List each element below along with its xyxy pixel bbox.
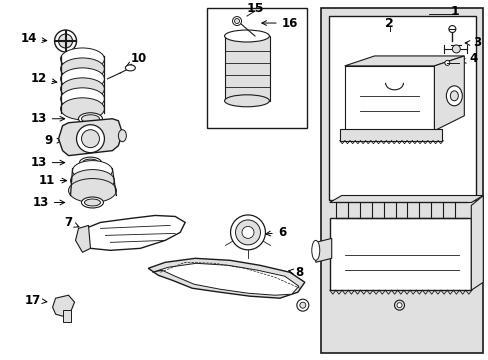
Ellipse shape	[81, 197, 103, 208]
Bar	[320, 8, 482, 353]
Ellipse shape	[394, 300, 404, 310]
Ellipse shape	[242, 226, 253, 238]
Ellipse shape	[296, 299, 308, 311]
Ellipse shape	[61, 48, 104, 70]
Ellipse shape	[125, 65, 135, 71]
Text: 16: 16	[261, 17, 298, 30]
Polygon shape	[329, 195, 482, 202]
Polygon shape	[148, 258, 304, 298]
Polygon shape	[62, 310, 70, 322]
Ellipse shape	[311, 240, 319, 260]
Text: 11: 11	[39, 174, 66, 187]
Ellipse shape	[224, 95, 269, 107]
Ellipse shape	[61, 68, 104, 90]
Ellipse shape	[444, 60, 449, 66]
Text: 10: 10	[130, 53, 146, 66]
Bar	[328, 16, 475, 201]
Text: 9: 9	[44, 134, 61, 147]
Polygon shape	[53, 295, 74, 316]
Text: 13: 13	[30, 156, 64, 169]
Ellipse shape	[68, 179, 116, 202]
Text: 6: 6	[265, 226, 285, 239]
Ellipse shape	[61, 78, 104, 100]
Text: 15: 15	[246, 1, 263, 15]
Polygon shape	[152, 263, 298, 295]
Ellipse shape	[449, 91, 457, 101]
Ellipse shape	[81, 115, 99, 123]
Text: 2: 2	[385, 17, 393, 30]
Text: 13: 13	[32, 196, 64, 209]
Polygon shape	[339, 129, 442, 141]
Ellipse shape	[61, 58, 104, 80]
Polygon shape	[433, 56, 464, 131]
Ellipse shape	[80, 157, 101, 168]
Ellipse shape	[448, 26, 455, 32]
Text: 1: 1	[450, 5, 459, 18]
Ellipse shape	[55, 30, 76, 52]
Text: 4: 4	[460, 53, 476, 66]
Polygon shape	[59, 119, 122, 156]
Ellipse shape	[70, 170, 114, 192]
Ellipse shape	[82, 159, 98, 166]
Ellipse shape	[224, 30, 269, 42]
Text: 17: 17	[24, 294, 47, 307]
Text: 3: 3	[464, 36, 480, 49]
Polygon shape	[315, 238, 331, 262]
Ellipse shape	[299, 302, 305, 308]
Ellipse shape	[76, 125, 104, 153]
Ellipse shape	[232, 17, 241, 26]
Polygon shape	[224, 36, 269, 101]
Polygon shape	[470, 195, 482, 290]
Polygon shape	[344, 56, 464, 66]
Text: 13: 13	[30, 112, 64, 125]
Ellipse shape	[230, 215, 265, 250]
Text: 12: 12	[30, 72, 57, 85]
Ellipse shape	[234, 19, 239, 23]
Ellipse shape	[61, 98, 104, 120]
Ellipse shape	[72, 161, 112, 181]
Polygon shape	[79, 215, 185, 250]
Ellipse shape	[79, 113, 102, 125]
Ellipse shape	[81, 130, 99, 148]
Text: 7: 7	[64, 216, 79, 229]
Polygon shape	[344, 66, 433, 131]
Polygon shape	[75, 225, 90, 252]
Ellipse shape	[59, 34, 72, 48]
Ellipse shape	[451, 45, 459, 53]
Ellipse shape	[396, 303, 401, 308]
Ellipse shape	[446, 86, 461, 106]
Text: 14: 14	[20, 32, 47, 45]
Ellipse shape	[61, 88, 104, 110]
Text: 5: 5	[467, 248, 483, 265]
Bar	[207, 8, 306, 128]
Polygon shape	[329, 219, 470, 290]
Text: 8: 8	[288, 266, 304, 279]
Ellipse shape	[118, 130, 126, 142]
Ellipse shape	[235, 220, 260, 245]
Ellipse shape	[84, 199, 100, 206]
